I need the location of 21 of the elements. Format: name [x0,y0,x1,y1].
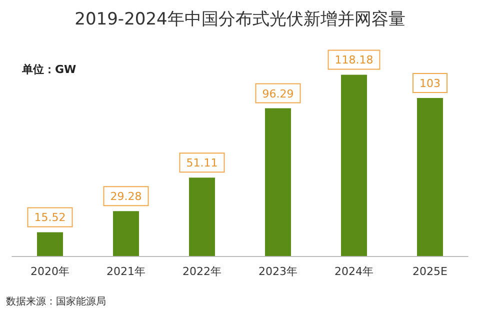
x-tick-label: 2023年 [258,265,298,278]
data-label: 15.52 [34,211,66,224]
bar [37,232,63,256]
data-label: 96.29 [262,87,294,100]
bar [265,108,291,256]
x-tick-label: 2022年 [182,265,222,278]
data-label: 51.11 [186,156,218,170]
bar [341,74,367,256]
x-tick-label: 2024年 [334,265,374,278]
data-label: 118.18 [334,54,374,67]
annotation: 单位：GW [21,63,76,76]
x-tick-label: 2025E [412,265,448,278]
bar [189,178,215,256]
x-tick-label: 2021年 [106,265,146,278]
chart-title: 2019-2024年中国分布式光伏新增并网容量 [74,10,406,30]
bar [113,211,139,256]
data-label: 103 [420,76,440,90]
source-note: 数据来源：国家能源局 [6,296,106,308]
data-label: 29.28 [110,190,142,204]
bar [417,98,443,256]
x-tick-label: 2020年 [30,265,70,278]
